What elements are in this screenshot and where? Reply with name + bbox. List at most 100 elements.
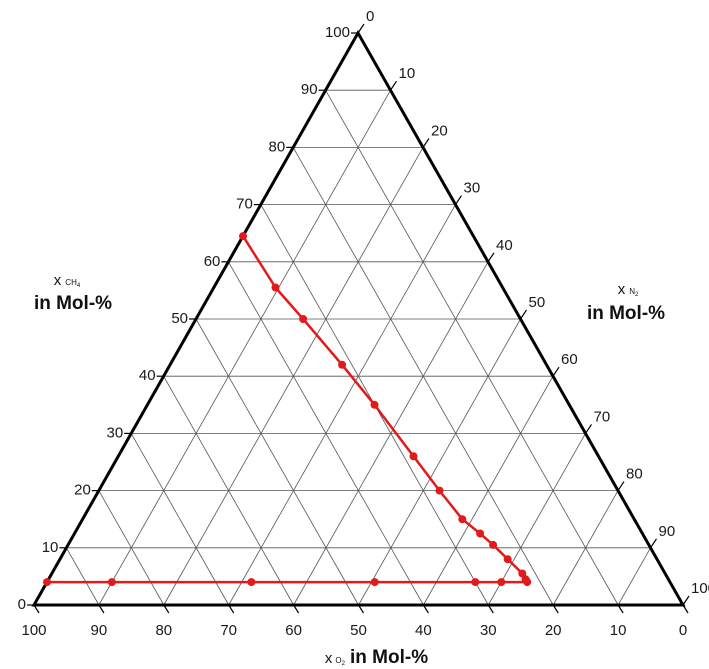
- data-point: [43, 578, 51, 587]
- left-axis-species-sub: 4: [77, 283, 81, 289]
- data-point: [338, 360, 347, 369]
- grid-line-o2: [163, 376, 294, 606]
- data-point: [435, 486, 444, 495]
- right-axis-label: in Mol-%: [587, 303, 665, 324]
- left-axis-symbol-x: x: [54, 272, 62, 289]
- left-tick-label: 50: [171, 310, 188, 327]
- data-point: [107, 578, 116, 587]
- grid-line-n2: [423, 376, 554, 606]
- right-tick-mark: [487, 252, 495, 263]
- bottom-axis-symbol: x O2: [325, 650, 346, 667]
- left-tick-label: 30: [107, 424, 124, 441]
- bottom-tick-label: 80: [155, 622, 172, 639]
- left-tick-label: 0: [18, 596, 26, 613]
- bottom-axis-symbol-x: x: [325, 650, 333, 667]
- grid-line-o2: [195, 318, 359, 606]
- grid-line-n2: [358, 318, 521, 606]
- right-tick-label: 50: [529, 294, 546, 311]
- right-tick-label: 30: [464, 180, 481, 197]
- data-point: [239, 232, 247, 241]
- bottom-axis-species-sub: 2: [342, 661, 346, 667]
- left-axis-label: in Mol-%: [34, 293, 112, 314]
- bottom-tick-label: 70: [220, 622, 237, 639]
- right-tick-mark: [650, 538, 657, 549]
- data-point: [471, 578, 480, 587]
- data-series: [43, 232, 532, 587]
- data-point: [497, 578, 506, 587]
- right-tick-mark: [390, 80, 397, 91]
- left-tick-label: 20: [74, 482, 91, 499]
- bottom-tick-mark: [422, 604, 429, 614]
- left-tick-label: 90: [301, 81, 318, 98]
- right-tick-label: 0: [366, 8, 374, 25]
- right-tick-mark: [552, 366, 560, 377]
- bottom-axis-species: O: [335, 656, 341, 665]
- bottom-tick-label: 10: [610, 622, 627, 639]
- right-axis-species-sub: 2: [635, 292, 639, 298]
- bottom-tick-label: 30: [480, 622, 497, 639]
- bottom-tick-mark: [293, 604, 300, 614]
- grid-line-o2: [130, 433, 230, 606]
- grid-line-n2: [487, 433, 586, 606]
- left-axis-ticks: 0 10 20 30 40 50 60 70 80 90 100: [18, 24, 358, 613]
- left-axis-species: CH: [65, 278, 77, 287]
- data-point: [476, 529, 485, 538]
- right-axis-species: N: [629, 287, 635, 296]
- series-line: [47, 235, 529, 584]
- data-point: [458, 515, 467, 524]
- right-tick-label: 20: [431, 122, 448, 139]
- right-tick-label: 80: [626, 466, 643, 483]
- bottom-axis-ticks: 100 90 80 70 60 50 40 30 20 10 0: [21, 604, 689, 639]
- right-tick-mark: [422, 138, 430, 148]
- right-tick-label: 60: [561, 351, 578, 368]
- bottom-tick-label: 90: [91, 622, 108, 639]
- left-tick-label: 60: [204, 253, 221, 270]
- bottom-tick-mark: [552, 604, 559, 614]
- grid-lines: [66, 89, 651, 606]
- bottom-tick-mark: [163, 604, 170, 614]
- bottom-tick-mark: [228, 604, 235, 614]
- right-tick-label: 100: [691, 580, 709, 597]
- left-tick-label: 80: [269, 138, 286, 155]
- data-point: [370, 400, 379, 409]
- bottom-tick-label: 40: [415, 622, 432, 639]
- bottom-tick-mark: [682, 604, 689, 614]
- grid-line-o2: [325, 90, 619, 606]
- left-tick-label: 10: [42, 539, 59, 556]
- bottom-tick-label: 60: [285, 622, 302, 639]
- bottom-tick-mark: [357, 604, 365, 614]
- grid-line-n2: [228, 204, 456, 606]
- bottom-tick-mark: [487, 604, 494, 614]
- grid-line-n2: [552, 490, 619, 606]
- grid-line-n2: [98, 90, 391, 606]
- bottom-tick-mark: [98, 604, 105, 614]
- right-tick-label: 40: [496, 237, 513, 254]
- left-axis-symbol: x CH4: [54, 272, 81, 289]
- data-point: [370, 578, 379, 587]
- data-point: [271, 283, 280, 292]
- right-tick-mark: [357, 23, 365, 34]
- right-tick-mark: [585, 424, 592, 434]
- left-tick-label: 40: [139, 367, 156, 384]
- bottom-tick-label: 100: [21, 622, 46, 639]
- right-axis-symbol: x N2: [618, 281, 639, 298]
- bottom-tick-label: 0: [679, 622, 687, 639]
- data-point: [518, 569, 527, 578]
- left-tick-label: 70: [236, 196, 253, 213]
- grid-line-n2: [617, 547, 651, 606]
- right-tick-mark: [520, 309, 527, 320]
- right-tick-mark: [617, 481, 625, 491]
- data-point: [247, 578, 256, 587]
- right-tick-label: 70: [594, 408, 611, 425]
- bottom-tick-mark: [617, 604, 624, 614]
- grid-line-o2: [98, 490, 165, 606]
- bottom-axis-label: in Mol-%: [350, 647, 428, 668]
- grid-line-o2: [66, 547, 100, 606]
- bottom-tick-mark: [33, 604, 40, 614]
- data-point: [503, 555, 512, 564]
- right-tick-label: 10: [399, 65, 416, 82]
- right-tick-mark: [682, 595, 690, 606]
- right-tick-label: 90: [659, 523, 676, 540]
- data-point: [299, 315, 308, 323]
